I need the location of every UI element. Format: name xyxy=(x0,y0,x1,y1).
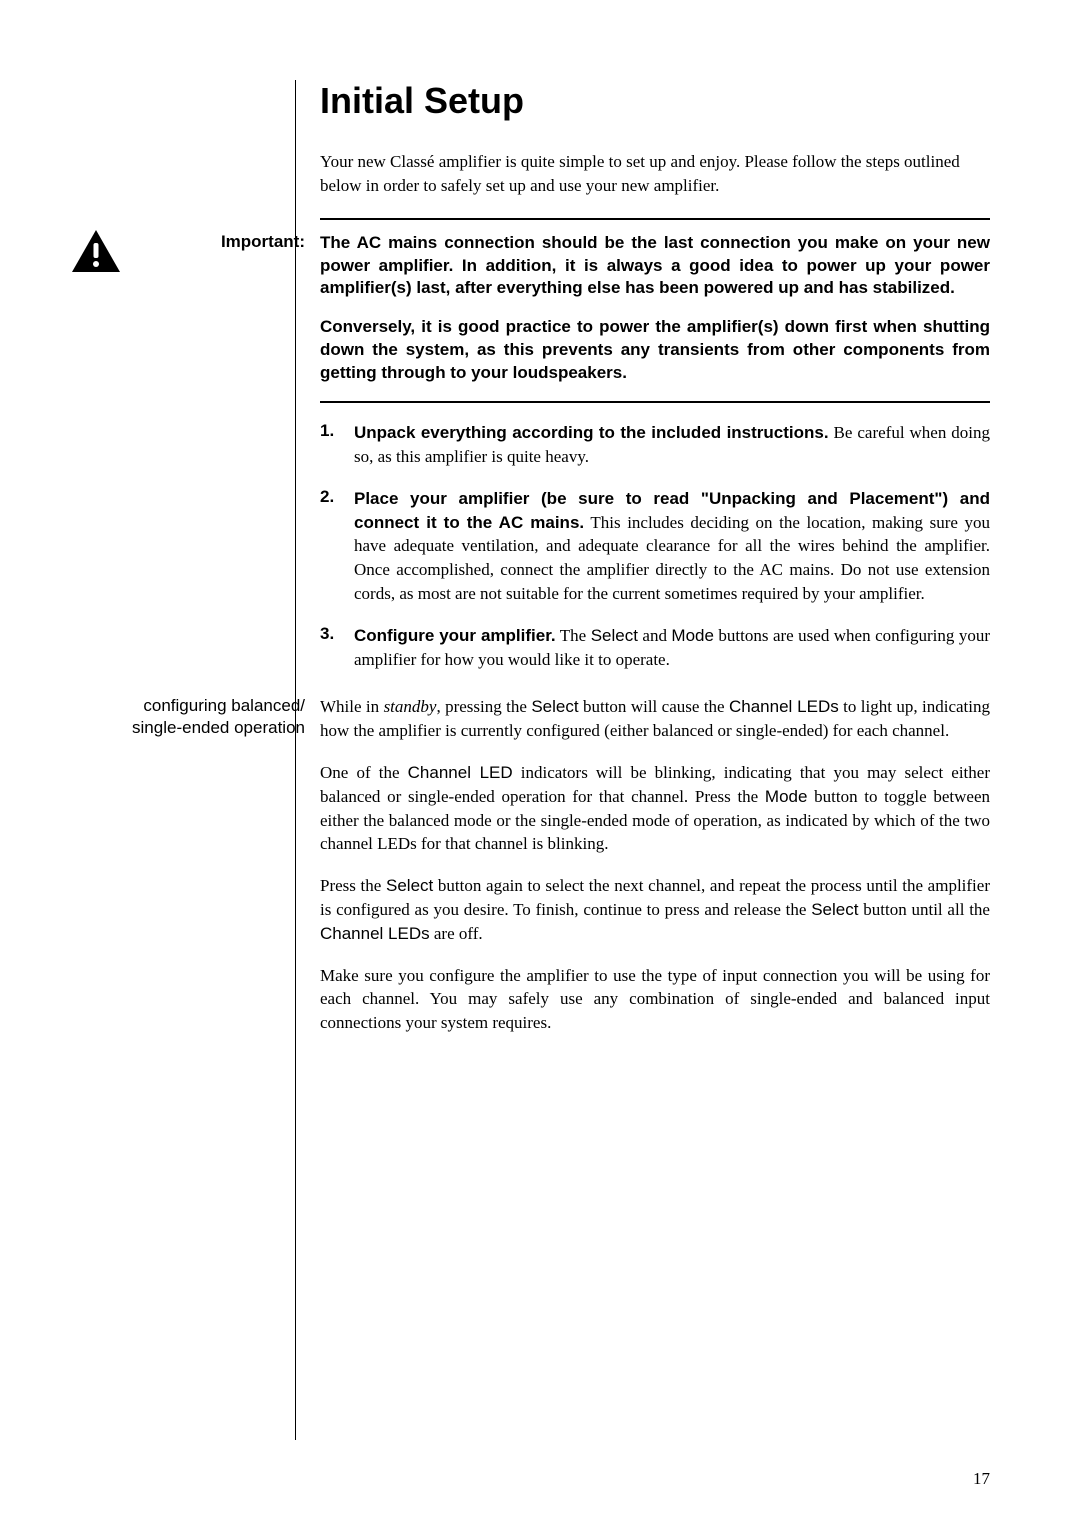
channel-led-label: Channel LED xyxy=(408,763,513,782)
step-number: 1. xyxy=(320,421,354,469)
standby-term: standby xyxy=(384,697,437,716)
config-para-1: While in standby, pressing the Select bu… xyxy=(320,695,990,743)
rule-bottom xyxy=(320,401,990,403)
step-number: 3. xyxy=(320,624,354,672)
page-number: 17 xyxy=(973,1469,990,1489)
step-body-pre: The xyxy=(556,626,591,645)
rule-top xyxy=(320,218,990,220)
step-title: Unpack everything according to the inclu… xyxy=(354,423,829,442)
step-number: 2. xyxy=(320,487,354,606)
mode-label: Mode xyxy=(765,787,808,806)
select-label: Select xyxy=(386,876,433,895)
config-para-3: Press the Select button again to select … xyxy=(320,874,990,945)
step-body-mid: and xyxy=(638,626,671,645)
mode-label: Mode xyxy=(671,626,714,645)
page-heading: Initial Setup xyxy=(320,80,990,122)
warning-icon xyxy=(70,228,122,276)
text: button until all the xyxy=(858,900,990,919)
margin-label-config: configuring balanced/ single-ended opera… xyxy=(105,695,305,739)
step-3: 3. Configure your amplifier. The Select … xyxy=(320,624,990,672)
text: are off. xyxy=(430,924,483,943)
select-label: Select xyxy=(591,626,638,645)
text: Press the xyxy=(320,876,386,895)
step-2: 2. Place your amplifier (be sure to read… xyxy=(320,487,990,606)
important-label: Important: xyxy=(165,232,305,252)
step-title: Configure your amplifier. xyxy=(354,626,556,645)
select-label: Select xyxy=(811,900,858,919)
text: button will cause the xyxy=(579,697,729,716)
config-para-4: Make sure you configure the amplifier to… xyxy=(320,964,990,1035)
text: , pressing the xyxy=(436,697,531,716)
text: One of the xyxy=(320,763,408,782)
important-para-2: Conversely, it is good practice to power… xyxy=(320,316,990,385)
important-para-1: The AC mains connection should be the la… xyxy=(320,232,990,301)
intro-text: Your new Classé amplifier is quite simpl… xyxy=(320,150,990,198)
step-1: 1. Unpack everything according to the in… xyxy=(320,421,990,469)
channel-leds-label: Channel LEDs xyxy=(729,697,839,716)
select-label: Select xyxy=(531,697,578,716)
channel-leds-label: Channel LEDs xyxy=(320,924,430,943)
config-para-2: One of the Channel LED indicators will b… xyxy=(320,761,990,856)
text: While in xyxy=(320,697,384,716)
